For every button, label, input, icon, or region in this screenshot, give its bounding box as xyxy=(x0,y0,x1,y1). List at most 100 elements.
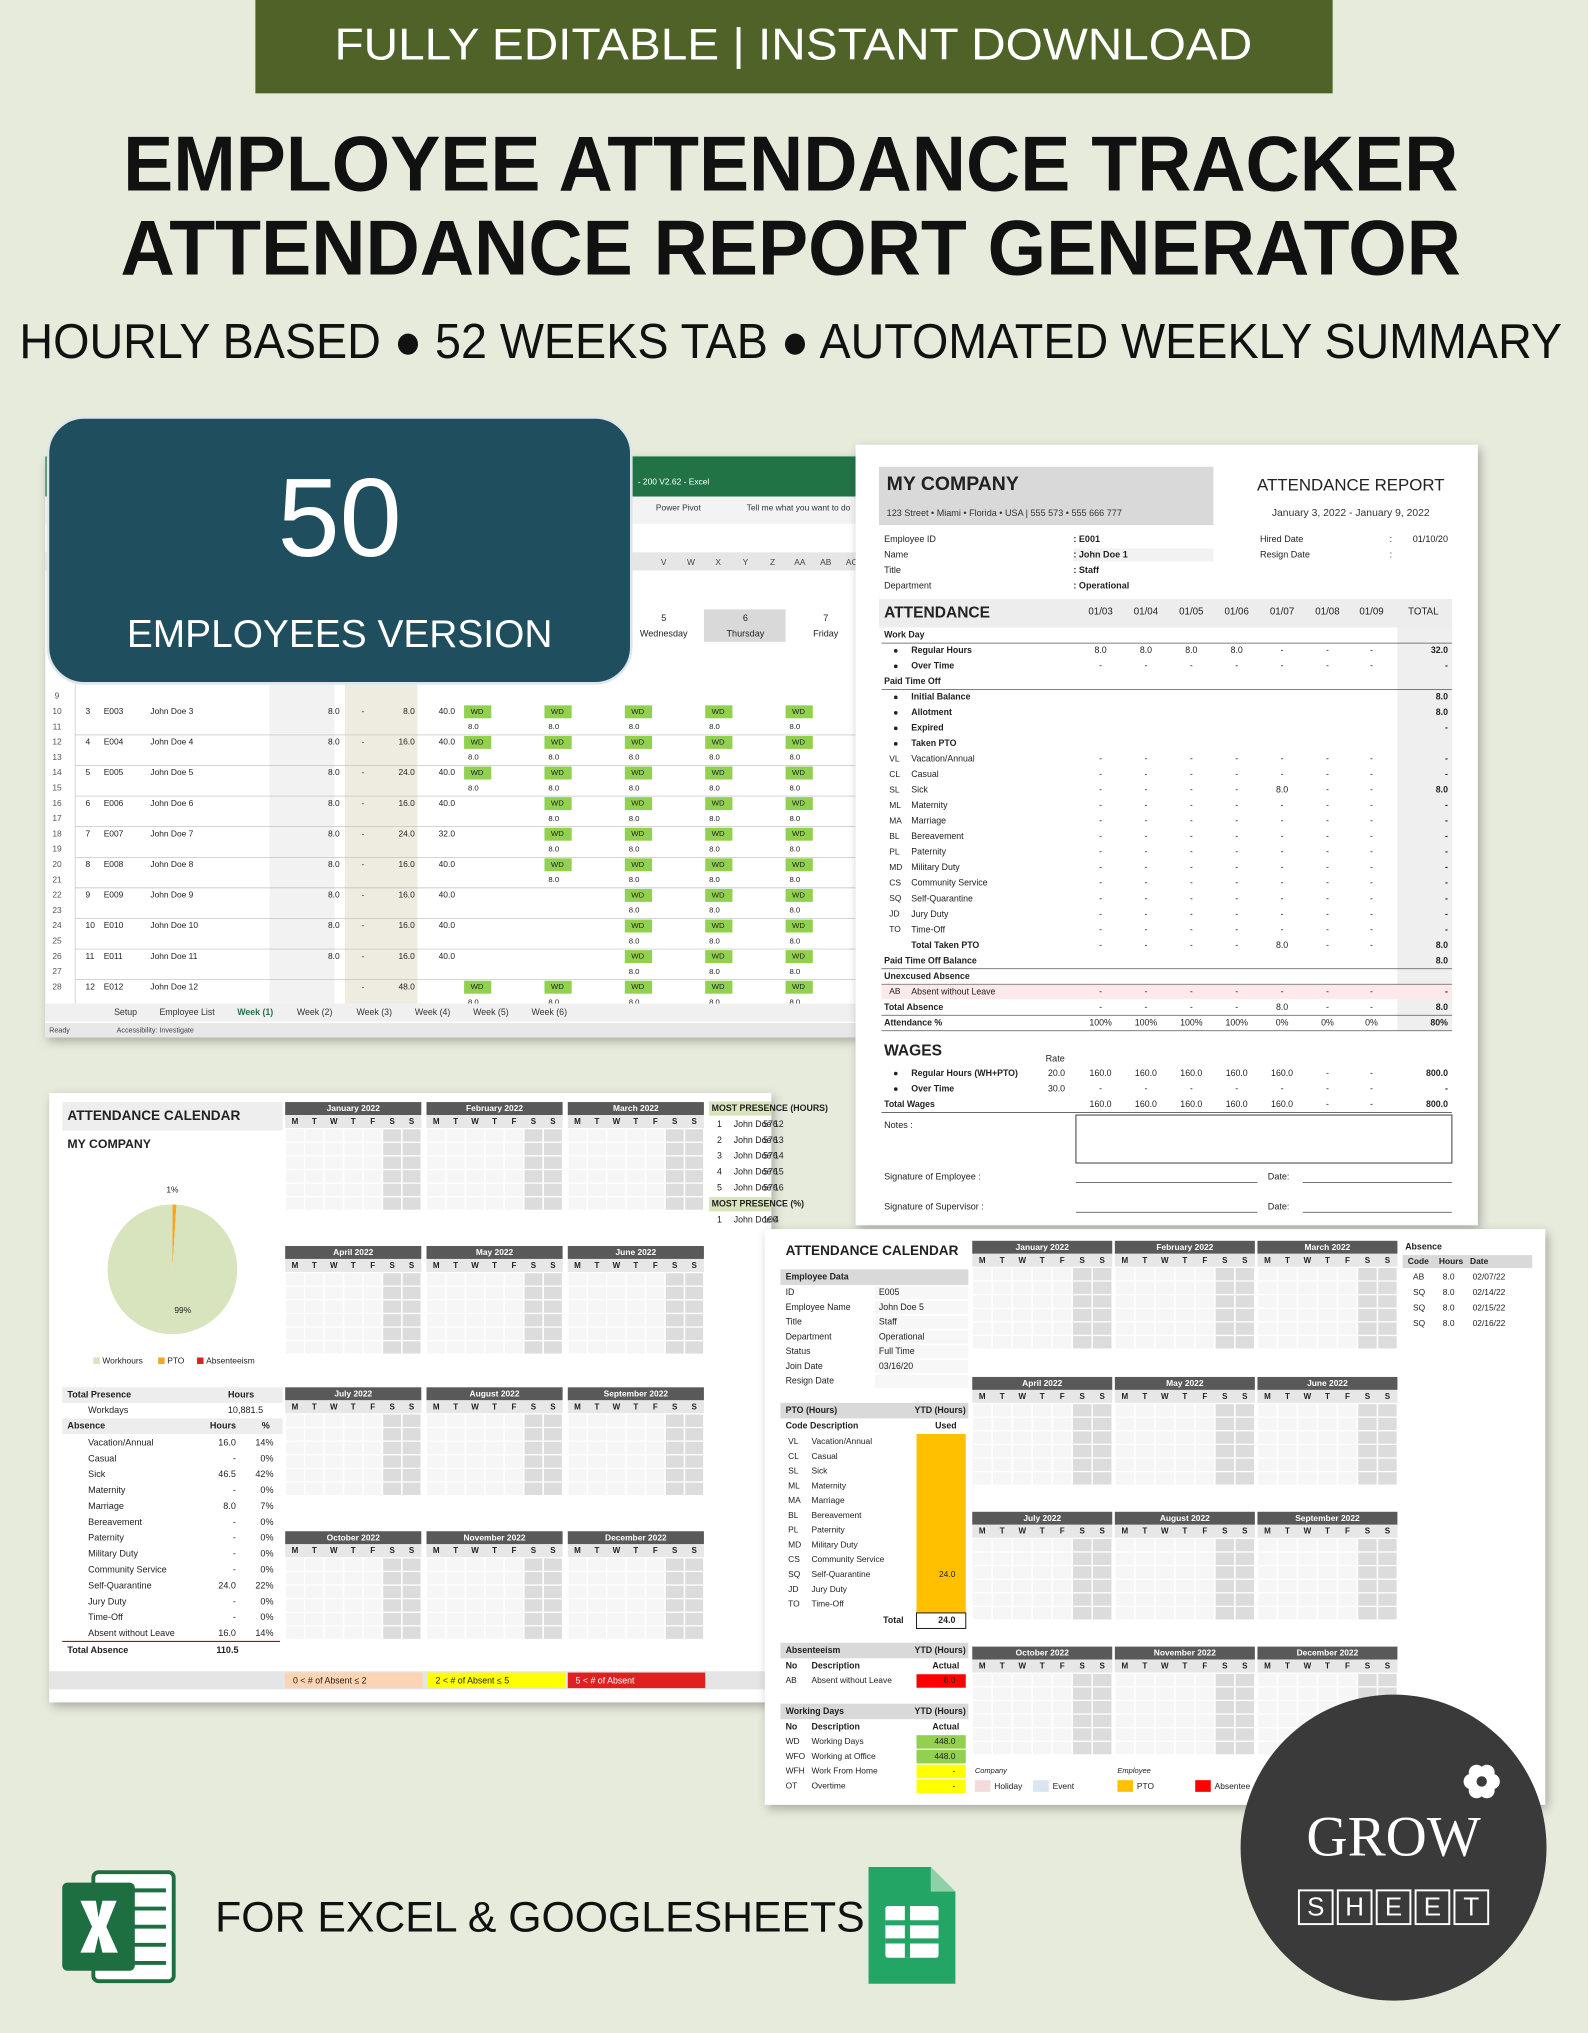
label: Allotment xyxy=(911,707,952,717)
day-cell xyxy=(1235,1714,1255,1728)
wd-cell xyxy=(544,980,572,994)
day-cell xyxy=(1053,1607,1072,1620)
day-cell xyxy=(344,1612,363,1626)
platforms: FOR EXCEL & GOOGLESHEETS xyxy=(215,1893,865,1941)
weekday: F xyxy=(1345,1392,1350,1401)
weekday: T xyxy=(1000,1662,1005,1671)
day-cell xyxy=(1278,1281,1297,1294)
day-cell xyxy=(485,1572,504,1585)
day-cell xyxy=(383,1327,402,1340)
weekday-bar xyxy=(1257,1389,1398,1403)
day-cell xyxy=(1195,1472,1215,1485)
value: - xyxy=(1190,924,1193,934)
cell-text: E003 xyxy=(104,706,124,716)
day-cell xyxy=(1235,1579,1255,1593)
day-cell xyxy=(1115,1714,1135,1728)
day-cell xyxy=(665,1314,684,1327)
day-cell xyxy=(305,1129,324,1142)
day-cell xyxy=(344,1468,363,1482)
legend-label: PTO xyxy=(167,1356,185,1366)
value: - xyxy=(1281,1083,1284,1093)
legend-label: 2 < # of Absent ≤ 5 xyxy=(436,1675,510,1685)
day-cell xyxy=(568,1197,587,1210)
day-cell xyxy=(402,1626,421,1639)
wd-cell xyxy=(624,858,653,872)
day-cell xyxy=(1155,1431,1175,1444)
day-cell xyxy=(383,1455,402,1468)
label: Signature of Employee : xyxy=(884,1172,981,1182)
day-cell xyxy=(383,1156,402,1169)
day-cell xyxy=(1175,1552,1195,1565)
day-cell xyxy=(305,1183,324,1197)
label: AB xyxy=(786,1675,798,1685)
cell-text: - xyxy=(362,890,365,900)
day-cell xyxy=(626,1428,645,1441)
wd-cell xyxy=(624,705,653,719)
value: - xyxy=(1326,754,1329,764)
day-cell xyxy=(485,1197,504,1210)
day-cell xyxy=(1033,1268,1052,1281)
label: Status xyxy=(786,1346,812,1356)
day-cell xyxy=(1358,1445,1377,1458)
date-header: 01/06 xyxy=(1225,607,1249,618)
value: - xyxy=(1281,924,1284,934)
value: - xyxy=(1235,893,1238,903)
weekday: F xyxy=(512,1261,517,1270)
bullet xyxy=(893,711,898,715)
weekday: W xyxy=(330,1546,338,1555)
value: - xyxy=(1370,1099,1373,1109)
day-cell xyxy=(505,1273,523,1286)
field-bg xyxy=(875,1300,969,1314)
day-cell xyxy=(1195,1268,1215,1281)
day-cell xyxy=(1175,1701,1195,1714)
day-cell xyxy=(1278,1687,1297,1700)
month-header xyxy=(426,1102,563,1116)
day-cell xyxy=(1278,1539,1297,1552)
day-cell xyxy=(973,1336,992,1349)
cell-text: - xyxy=(362,737,365,747)
legend-label: 0 < # of Absent ≤ 2 xyxy=(293,1675,367,1685)
wd-cell xyxy=(785,797,813,811)
day-cell xyxy=(1278,1472,1297,1485)
wd-text: WD xyxy=(712,829,725,838)
day-cell xyxy=(1115,1295,1135,1308)
hours-text: 8.0 xyxy=(468,783,479,792)
day-cell xyxy=(973,1728,992,1741)
day-cell xyxy=(1175,1728,1195,1741)
weekday: F xyxy=(1202,1256,1207,1265)
weekday: M xyxy=(574,1117,581,1126)
weekday: S xyxy=(409,1546,415,1555)
day-cell xyxy=(446,1441,465,1455)
day-cell xyxy=(1093,1472,1112,1485)
label: VL xyxy=(889,754,900,764)
day-cell xyxy=(1278,1417,1297,1431)
day-cell xyxy=(1235,1295,1255,1308)
bullet xyxy=(893,1087,898,1091)
day-cell xyxy=(626,1612,645,1626)
value: - xyxy=(1144,924,1147,934)
day-cell xyxy=(665,1585,684,1599)
day-cell xyxy=(685,1183,704,1197)
column-letter: X xyxy=(715,557,721,567)
month-name: May 2022 xyxy=(1166,1378,1204,1388)
day-cell xyxy=(285,1626,304,1639)
day-cell xyxy=(344,1341,363,1354)
label: 10,881.5 xyxy=(228,1405,263,1415)
value: - xyxy=(1099,816,1102,826)
weekday-bar xyxy=(285,1258,422,1272)
weekday: W xyxy=(1304,1256,1312,1265)
label: January 3, 2022 - January 9, 2022 xyxy=(1272,508,1430,519)
bullet xyxy=(893,742,898,746)
value: - xyxy=(1445,862,1448,872)
day-cell xyxy=(524,1441,543,1455)
value: - xyxy=(1099,862,1102,872)
value: - xyxy=(1281,831,1284,841)
day-cell xyxy=(543,1612,562,1626)
month-header xyxy=(285,1102,422,1116)
day-cell xyxy=(685,1482,704,1495)
day-cell xyxy=(543,1183,562,1197)
cell-text: 16.0 xyxy=(398,859,415,869)
day-cell xyxy=(1378,1593,1397,1606)
wd-text: WD xyxy=(792,952,805,961)
value: - xyxy=(1370,785,1373,795)
